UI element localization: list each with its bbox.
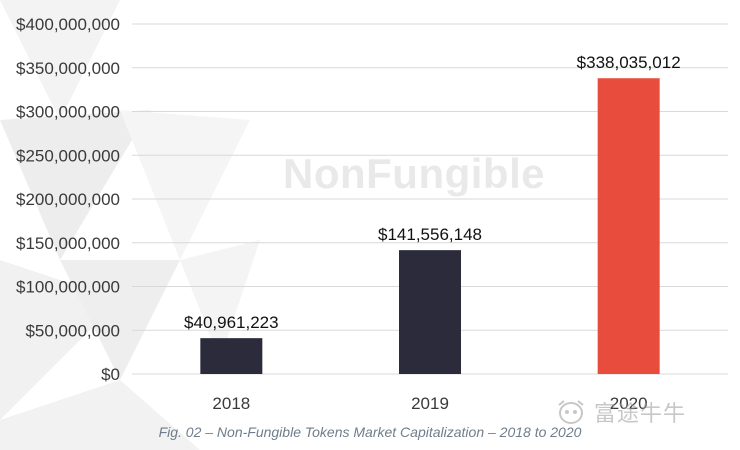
y-tick-label: $400,000,000 [16, 15, 120, 34]
y-tick-label: $100,000,000 [16, 278, 120, 297]
figure-caption: Fig. 02 – Non-Fungible Tokens Market Cap… [158, 424, 582, 440]
logo-text: 富途牛牛 [594, 402, 687, 427]
futu-logo: 富途牛牛 [556, 396, 726, 428]
y-tick-label: $0 [101, 365, 120, 384]
bar-2020 [597, 78, 660, 375]
bull-logo-icon [558, 400, 584, 424]
y-tick-label: $200,000,000 [16, 190, 120, 209]
y-tick-label: $300,000,000 [16, 103, 120, 122]
data-label-2018: $40,961,223 [184, 313, 279, 332]
y-tick-label: $350,000,000 [16, 59, 120, 78]
x-category-label: 2020 [610, 394, 648, 413]
x-axis-categories: 2018 2019 2020 [212, 394, 647, 413]
y-axis-ticks: $0 $50,000,000 $100,000,000 $150,000,000 $20… [16, 15, 120, 384]
watermark-text: NonFungible [283, 150, 546, 197]
data-labels: $40,961,223 $141,556,148 $338,035,012 [184, 53, 681, 332]
y-tick-label: $50,000,000 [25, 321, 120, 340]
data-label-2020: $338,035,012 [577, 53, 681, 72]
bars [200, 78, 660, 375]
x-category-label: 2018 [212, 394, 250, 413]
bar-2018 [200, 338, 263, 374]
data-label-2019: $141,556,148 [378, 225, 482, 244]
y-tick-label: $150,000,000 [16, 234, 120, 253]
bar-2019 [399, 250, 461, 374]
y-tick-label: $250,000,000 [16, 146, 120, 165]
x-category-label: 2019 [411, 394, 449, 413]
